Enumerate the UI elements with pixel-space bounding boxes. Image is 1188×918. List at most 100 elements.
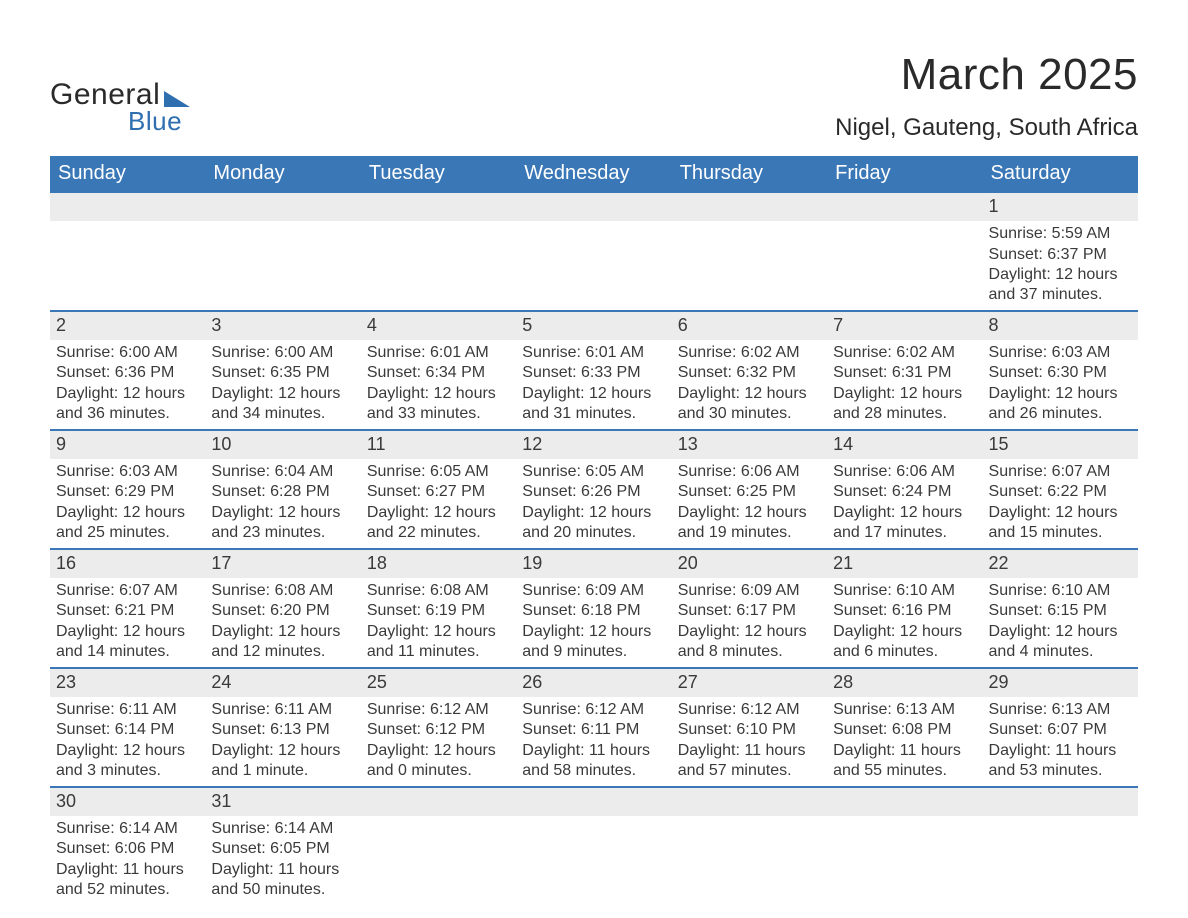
sunrise-text: Sunrise: 6:10 AM [989,581,1132,601]
daylight-text-line1: Daylight: 12 hours [833,622,976,642]
sunset-text: Sunset: 6:25 PM [678,482,821,502]
empty-daynum-bar [983,788,1138,816]
daylight-text-line2: and 34 minutes. [211,404,354,424]
calendar-day-cell [50,193,205,310]
daylight-text-line1: Daylight: 11 hours [989,741,1132,761]
day-number: 5 [516,312,671,340]
daylight-text-line2: and 17 minutes. [833,523,976,543]
sunset-text: Sunset: 6:27 PM [367,482,510,502]
weekday-header: Friday [827,156,982,193]
daylight-text-line1: Daylight: 12 hours [211,622,354,642]
calendar-day-cell: 29Sunrise: 6:13 AMSunset: 6:07 PMDayligh… [983,667,1138,786]
calendar-day-cell: 5Sunrise: 6:01 AMSunset: 6:33 PMDaylight… [516,310,671,429]
calendar-day-cell: 11Sunrise: 6:05 AMSunset: 6:27 PMDayligh… [361,429,516,548]
sunrise-text: Sunrise: 6:04 AM [211,462,354,482]
day-number: 19 [516,550,671,578]
sunrise-text: Sunrise: 6:03 AM [56,462,199,482]
daylight-text-line2: and 22 minutes. [367,523,510,543]
month-title: March 2025 [835,50,1138,100]
daylight-text-line1: Daylight: 12 hours [211,384,354,404]
weekday-header: Saturday [983,156,1138,193]
calendar-body: 1Sunrise: 5:59 AMSunset: 6:37 PMDaylight… [50,193,1138,904]
empty-daynum-bar [50,193,205,221]
sunrise-text: Sunrise: 6:13 AM [833,700,976,720]
day-number: 27 [672,669,827,697]
sunset-text: Sunset: 6:29 PM [56,482,199,502]
sunset-text: Sunset: 6:28 PM [211,482,354,502]
day-number: 9 [50,431,205,459]
sunrise-text: Sunrise: 6:13 AM [989,700,1132,720]
calendar-day-cell [516,786,671,905]
empty-daynum-bar [672,788,827,816]
sunset-text: Sunset: 6:17 PM [678,601,821,621]
daylight-text-line1: Daylight: 12 hours [989,622,1132,642]
sunset-text: Sunset: 6:13 PM [211,720,354,740]
logo-sail-icon [164,91,190,107]
daylight-text-line1: Daylight: 12 hours [367,622,510,642]
calendar-day-cell: 3Sunrise: 6:00 AMSunset: 6:35 PMDaylight… [205,310,360,429]
daylight-text-line1: Daylight: 12 hours [678,384,821,404]
daylight-text-line2: and 8 minutes. [678,642,821,662]
sunset-text: Sunset: 6:36 PM [56,363,199,383]
calendar-day-cell [827,193,982,310]
daylight-text-line2: and 26 minutes. [989,404,1132,424]
calendar-day-cell: 22 Sunrise: 6:10 AMSunset: 6:15 PMDayligh… [983,548,1138,667]
empty-daynum-bar [361,193,516,221]
sunset-text: Sunset: 6:32 PM [678,363,821,383]
sunset-text: Sunset: 6:16 PM [833,601,976,621]
empty-daynum-bar [361,788,516,816]
sunset-text: Sunset: 6:18 PM [522,601,665,621]
calendar-day-cell: 7Sunrise: 6:02 AMSunset: 6:31 PMDaylight… [827,310,982,429]
daylight-text-line2: and 50 minutes. [211,880,354,900]
day-number: 13 [672,431,827,459]
daylight-text-line1: Daylight: 12 hours [522,503,665,523]
daylight-text-line2: and 20 minutes. [522,523,665,543]
daylight-text-line2: and 15 minutes. [989,523,1132,543]
sunset-text: Sunset: 6:15 PM [989,601,1132,621]
daylight-text-line2: and 30 minutes. [678,404,821,424]
day-number: 17 [205,550,360,578]
calendar-day-cell: 25Sunrise: 6:12 AMSunset: 6:12 PMDayligh… [361,667,516,786]
day-number: 11 [361,431,516,459]
calendar-day-cell: 9Sunrise: 6:03 AMSunset: 6:29 PMDaylight… [50,429,205,548]
daylight-text-line2: and 0 minutes. [367,761,510,781]
calendar-day-cell: 28Sunrise: 6:13 AMSunset: 6:08 PMDayligh… [827,667,982,786]
day-number: 25 [361,669,516,697]
day-number: 15 [983,431,1138,459]
header-row: General Blue March 2025 Nigel, Gauteng, … [50,50,1138,142]
day-number: 2 [50,312,205,340]
calendar-week-row: 9 Sunrise: 6:03 AMSunset: 6:29 PM Daylight… [50,429,1138,548]
weekday-header: Thursday [672,156,827,193]
sunrise-text: Sunrise: 5:59 AM [989,224,1132,244]
sunset-text: Sunset: 6:20 PM [211,601,354,621]
sunrise-text: Sunrise: 6:05 AM [367,462,510,482]
sunrise-text: Sunrise: 6:07 AM [56,581,199,601]
sunset-text: Sunset: 6:24 PM [833,482,976,502]
sunset-text: Sunset: 6:33 PM [522,363,665,383]
sunset-text: Sunset: 6:19 PM [367,601,510,621]
daylight-text-line1: Daylight: 11 hours [678,741,821,761]
sunrise-text: Sunrise: 6:00 AM [56,343,199,363]
daylight-text-line1: Daylight: 12 hours [833,384,976,404]
empty-daynum-bar [827,193,982,221]
daylight-text-line1: Daylight: 12 hours [522,622,665,642]
calendar-day-cell: 4Sunrise: 6:01 AMSunset: 6:34 PMDaylight… [361,310,516,429]
day-number: 22 [983,550,1138,578]
daylight-text-line1: Daylight: 12 hours [56,384,199,404]
sunset-text: Sunset: 6:35 PM [211,363,354,383]
sunrise-text: Sunrise: 6:03 AM [989,343,1132,363]
calendar-table: Sunday Monday Tuesday Wednesday Thursday… [50,156,1138,904]
daylight-text-line2: and 58 minutes. [522,761,665,781]
calendar-day-cell: 18Sunrise: 6:08 AMSunset: 6:19 PMDayligh… [361,548,516,667]
sunset-text: Sunset: 6:30 PM [989,363,1132,383]
sunset-text: Sunset: 6:11 PM [522,720,665,740]
calendar-day-cell: 10Sunrise: 6:04 AMSunset: 6:28 PMDayligh… [205,429,360,548]
sunset-text: Sunset: 6:31 PM [833,363,976,383]
calendar-day-cell [983,786,1138,905]
day-number: 30 [50,788,205,816]
calendar-day-cell [361,193,516,310]
sunset-text: Sunset: 6:08 PM [833,720,976,740]
daylight-text-line2: and 14 minutes. [56,642,199,662]
calendar-day-cell: 12Sunrise: 6:05 AMSunset: 6:26 PMDayligh… [516,429,671,548]
day-number: 4 [361,312,516,340]
